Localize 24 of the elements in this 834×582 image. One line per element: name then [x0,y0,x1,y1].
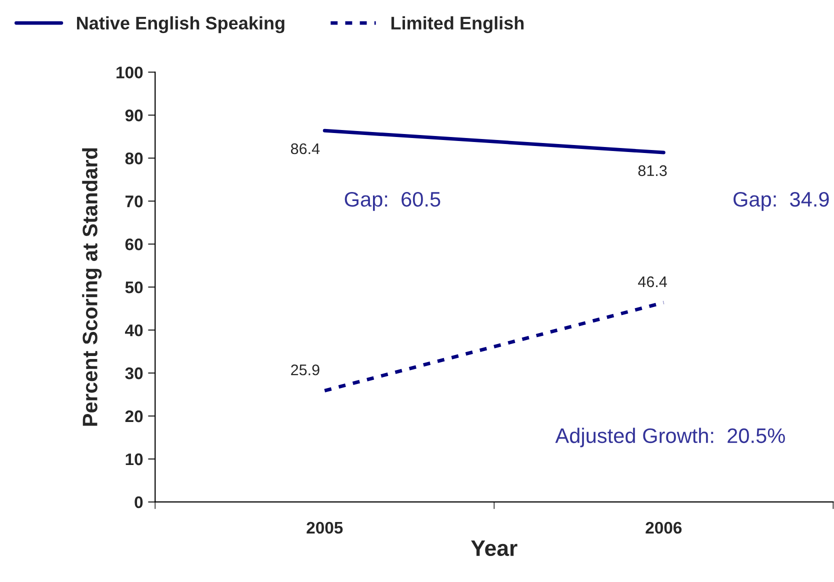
y-tick-label: 80 [125,152,143,164]
y-tick-label: 50 [125,281,143,294]
data-label: 86.4 [290,143,320,154]
annotation: Gap: 60.5 [344,192,440,211]
annotation: Gap: 34.9 [734,192,829,211]
legend-label: Native English Speaking [77,16,284,34]
x-tick-label: 2005 [306,522,343,534]
legend-label: Limited English [391,16,524,34]
y-tick-label: 90 [125,110,143,122]
y-tick-label: 10 [126,453,143,466]
data-label: 81.3 [638,165,667,176]
y-tick-label: 60 [125,238,143,250]
x-tick-label: 2006 [646,522,682,534]
y-axis-title: Percent Scoring at Standard [82,148,102,426]
y-tick-label: 70 [126,196,143,208]
x-axis-title: Year [471,540,518,556]
annotation: Adjusted Growth: 20.5% [555,428,785,448]
y-tick-label: 100 [116,66,143,78]
y-tick-label: 0 [134,496,143,508]
y-tick-label: 30 [125,367,143,380]
data-label: 46.4 [638,276,667,288]
y-tick-label: 40 [125,324,143,336]
data-label: 25.9 [291,364,320,376]
y-tick-label: 20 [125,410,143,422]
